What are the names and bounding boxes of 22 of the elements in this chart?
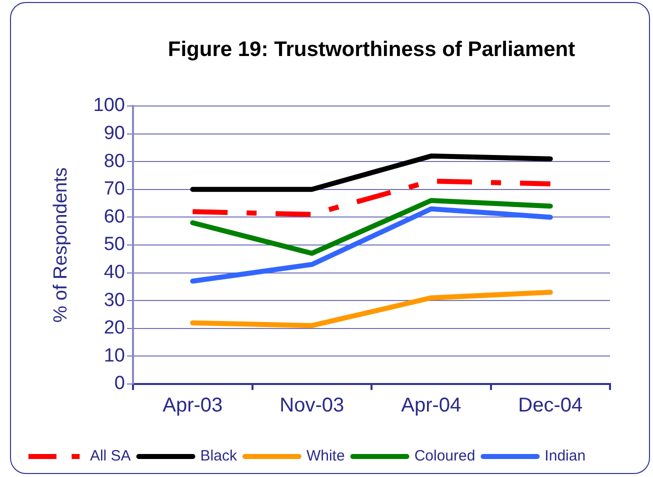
x-tick-label: Nov-03 [280, 394, 344, 417]
legend-label: All SA [90, 448, 131, 465]
legend-label: White [306, 448, 345, 465]
y-tick-label: 30 [104, 290, 125, 311]
y-tick-label: 20 [104, 318, 125, 339]
y-tick-label: 50 [104, 234, 125, 256]
y-tick-label: 90 [104, 123, 125, 144]
y-tick-label: 80 [104, 150, 125, 172]
legend-label: Indian [544, 448, 586, 465]
y-tick-label: 60 [104, 206, 125, 228]
y-tick-label: 10 [104, 345, 125, 366]
y-tick-label: 100 [93, 95, 125, 116]
x-tick-label: Apr-03 [162, 394, 223, 417]
y-tick-label: 40 [104, 262, 125, 284]
x-tick-label: Dec-04 [518, 394, 583, 417]
x-tick-label: Apr-04 [401, 394, 462, 417]
legend-label: Black [200, 448, 238, 465]
y-axis-title: % of Respondents [50, 167, 72, 323]
legend-label: Coloured [414, 448, 476, 465]
y-tick-label: 0 [114, 373, 125, 394]
chart-title: Figure 19: Trustworthiness of Parliament [168, 38, 576, 61]
y-tick-label: 70 [104, 178, 125, 200]
